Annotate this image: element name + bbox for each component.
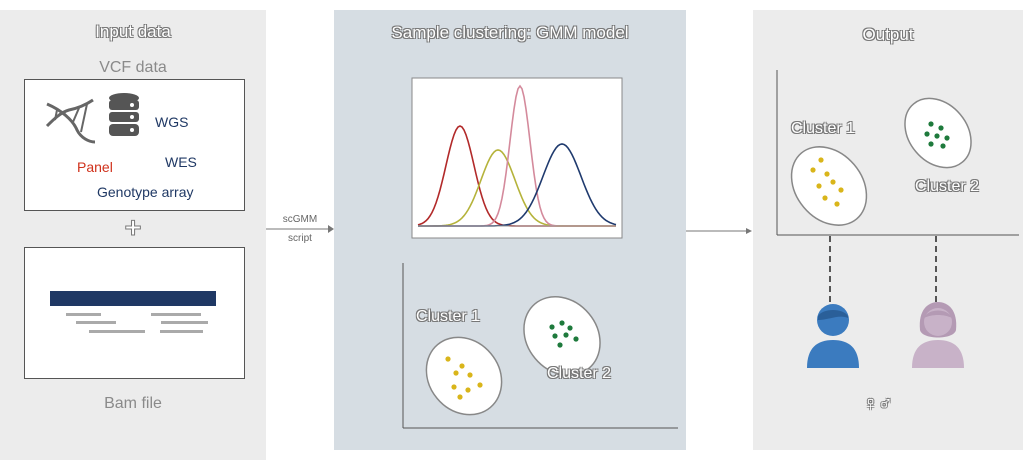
output-cluster-2-ellipse: [904, 97, 972, 169]
bam-title: Bam file: [104, 395, 162, 412]
read-line: [66, 313, 101, 316]
output-cluster-1-label: Cluster 1: [791, 120, 856, 137]
read-line: [160, 330, 203, 333]
dna-icon: [45, 98, 96, 144]
cluster-panel-title: Sample clustering: GMM model: [391, 23, 629, 42]
gender-symbols: ♀♂: [863, 393, 893, 415]
cluster-2-ellipse: [523, 295, 601, 377]
output-panel-title: Output: [862, 25, 914, 44]
cluster-1-label: Cluster 1: [416, 308, 481, 325]
input-panel-title: Input data: [95, 22, 171, 41]
output-panel: Output Cluster 1 Cluster 2 ♀♂: [753, 10, 1023, 450]
plus-sign: +: [124, 212, 142, 243]
vcf-title: VCF data: [99, 59, 167, 76]
arrow-input-to-cluster: [266, 225, 334, 233]
arrow-cluster-to-output: [686, 228, 752, 234]
female-person-icon: [912, 302, 964, 368]
cluster-scatter-plot: [402, 263, 678, 429]
database-icon: [109, 93, 139, 136]
arrow-label-top: scGMM: [282, 214, 318, 225]
vcf-box: WGS Panel WES Genotype array: [24, 79, 245, 211]
genotype-label: Genotype array: [97, 184, 194, 200]
output-cluster-1-points: [810, 157, 844, 207]
input-panel: Input data VCF data WGS Panel WES Genoty…: [0, 10, 266, 460]
output-cluster-1-ellipse: [790, 146, 868, 226]
wgs-label: WGS: [155, 114, 189, 130]
bam-box: [24, 247, 245, 379]
cluster-2-label: Cluster 2: [547, 365, 612, 382]
dashed-connectors: [829, 236, 937, 306]
panel-label: Panel: [77, 159, 113, 175]
gmm-density-chart: [411, 77, 623, 239]
read-line: [151, 313, 201, 316]
cluster-2-points: [549, 320, 579, 348]
read-line: [89, 330, 145, 333]
read-line: [161, 321, 208, 324]
male-person-icon: [807, 304, 859, 368]
read-line: [76, 321, 116, 324]
output-cluster-2-label: Cluster 2: [915, 178, 980, 195]
cluster-panel: Sample clustering: GMM model Cluster 1 C…: [334, 10, 686, 450]
arrow-label-bottom: script: [288, 233, 312, 244]
cluster-1-ellipse: [425, 336, 503, 416]
wes-label: WES: [165, 154, 197, 170]
output-scatter-plot: [776, 70, 1019, 236]
cluster-1-points: [445, 356, 483, 400]
reference-bar: [50, 291, 216, 306]
output-cluster-2-points: [924, 121, 950, 149]
